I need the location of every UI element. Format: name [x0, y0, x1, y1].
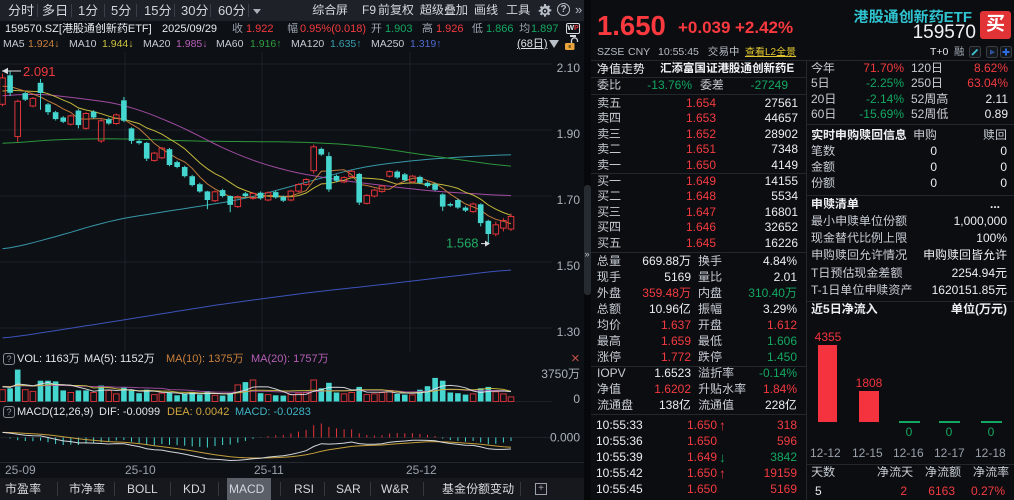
- svg-text:1.70: 1.70: [557, 193, 581, 207]
- svg-text:1.30: 1.30: [557, 325, 581, 339]
- svg-text:1.568: 1.568: [446, 236, 479, 251]
- svg-text:3750万: 3750万: [541, 367, 580, 381]
- svg-text:0.000: 0.000: [550, 431, 580, 445]
- svg-text:2.091: 2.091: [23, 64, 56, 79]
- svg-text:1.50: 1.50: [557, 259, 581, 273]
- svg-text:2.10: 2.10: [557, 61, 581, 75]
- svg-text:1.90: 1.90: [557, 127, 581, 141]
- svg-text:0: 0: [573, 392, 580, 406]
